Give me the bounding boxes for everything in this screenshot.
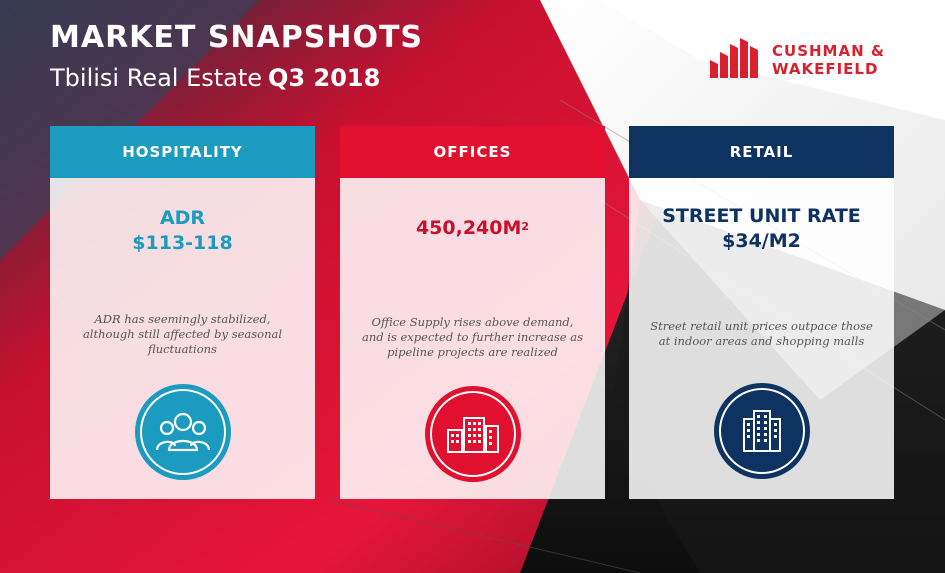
cushman-wakefield-logo: CUSHMAN & WAKEFIELD [710, 38, 900, 82]
retail-description: Street retail unit prices outpace those … [650, 319, 873, 348]
offices-header: OFFICES [340, 126, 605, 178]
hospitality-metric-value: $113-118 [132, 232, 233, 254]
subtitle-text: Tbilisi Real Estate [50, 64, 263, 92]
hospitality-header: HOSPITALITY [50, 126, 315, 178]
hospitality-metric: ADR $113-118 [50, 206, 315, 256]
page-subtitle: Tbilisi Real Estate Q3 2018 [50, 64, 380, 92]
logo-line1: CUSHMAN & [772, 42, 885, 60]
offices-metric-sup: 2 [521, 220, 530, 233]
offices-description: Office Supply rises above demand, and is… [361, 315, 583, 359]
offices-metric: 450,240M2 [340, 216, 605, 241]
retail-header: RETAIL [629, 126, 894, 178]
retail-card: RETAIL STREET UNIT RATE $34/M2 Street re… [629, 126, 894, 499]
offices-metric-value: 450,240M [415, 217, 522, 239]
hospitality-description: ADR has seemingly stabilized, although s… [82, 312, 283, 356]
retail-metric-label: STREET UNIT RATE [662, 205, 861, 227]
retail-metric-value: $34/M2 [722, 230, 801, 252]
hospitality-card: HOSPITALITY ADR $113-118 ADR has seeming… [50, 126, 315, 499]
retail-metric: STREET UNIT RATE $34/M2 [629, 204, 894, 254]
hospitality-icon-circle [134, 384, 231, 480]
offices-icon-circle [424, 386, 521, 482]
page-title: MARKET SNAPSHOTS [50, 20, 424, 55]
retail-icon-circle [713, 383, 810, 479]
hospitality-metric-label: ADR [159, 207, 206, 229]
logo-text: CUSHMAN & WAKEFIELD [772, 42, 885, 78]
offices-card: OFFICES 450,240M2 Office Supply rises ab… [340, 126, 605, 499]
cushman-wakefield-logo-icon [710, 38, 758, 78]
logo-line2: WAKEFIELD [772, 60, 879, 78]
period-label: Q3 2018 [268, 64, 381, 92]
